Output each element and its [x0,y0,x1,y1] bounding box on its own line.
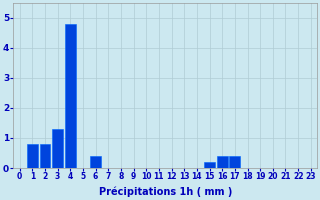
Bar [217,156,228,168]
Bar [204,162,215,168]
Bar [27,144,38,168]
Bar [65,24,76,168]
Bar [52,129,63,168]
Bar [90,156,101,168]
X-axis label: Précipitations 1h ( mm ): Précipitations 1h ( mm ) [99,187,232,197]
Bar [229,156,240,168]
Bar [40,144,50,168]
